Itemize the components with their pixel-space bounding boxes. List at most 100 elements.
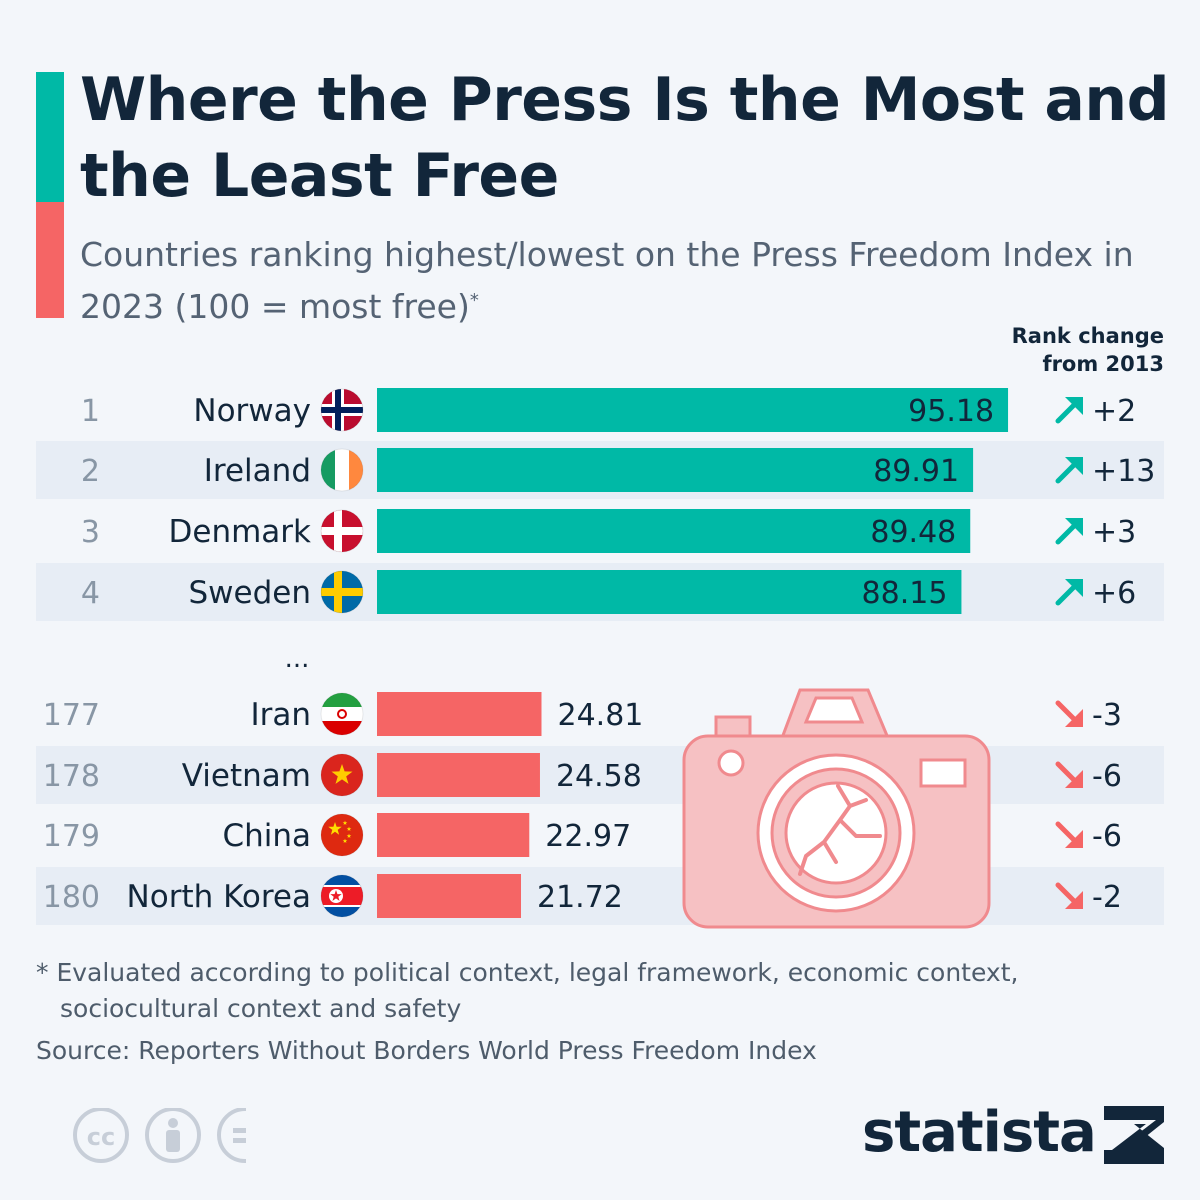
flag-star <box>331 764 353 784</box>
flag-star <box>328 822 342 835</box>
arrow-down-right-icon <box>1055 882 1083 909</box>
arrow-head <box>1065 457 1083 475</box>
flag-outline <box>320 753 364 797</box>
accent-bar-bottom <box>36 202 64 318</box>
flag-field <box>321 814 363 856</box>
arrow-head <box>1065 518 1083 536</box>
rank-label: 4 <box>81 576 100 611</box>
flag-stripe <box>321 693 363 707</box>
flag-stripe <box>321 707 363 721</box>
flag-stripe <box>321 449 335 491</box>
statista-logo-text[interactable]: statista <box>862 1100 1097 1165</box>
rank-change-label: +13 <box>1092 454 1155 489</box>
country-label: Vietnam <box>182 758 311 794</box>
chart-title: Where the Press Is the Most and the Leas… <box>80 65 1170 211</box>
svg-text:cc: cc <box>87 1123 115 1151</box>
flag-ireland-icon <box>321 449 363 491</box>
country-label: Denmark <box>169 514 312 550</box>
flag-star-small <box>342 838 348 843</box>
rank-label: 2 <box>81 454 100 489</box>
flag-outline <box>320 509 364 553</box>
flag-outline <box>320 692 364 736</box>
rank-label: 1 <box>81 394 100 429</box>
arrow-up-right-icon <box>1055 457 1083 484</box>
chart-row: 179 China 22.97 -6 <box>43 813 1122 857</box>
arrow-head <box>1065 579 1083 597</box>
flag-norway-icon <box>321 389 363 431</box>
arrow-head <box>1065 397 1083 415</box>
bar <box>377 692 542 736</box>
rank-change-label: +2 <box>1092 394 1136 429</box>
arrow-head <box>1065 891 1083 909</box>
flag-stripe <box>321 721 363 735</box>
accent-bar-top <box>36 72 64 202</box>
arrow-head <box>1065 770 1083 788</box>
creative-commons-icon[interactable]: cc <box>73 1108 129 1163</box>
bar <box>377 509 971 553</box>
rank-change-header: Rank change from 2013 <box>944 322 1164 378</box>
flag-cross-inner-h <box>321 407 363 413</box>
rank-label: 178 <box>43 759 100 794</box>
value-label: 24.58 <box>556 759 642 794</box>
value-label: 24.81 <box>557 698 643 733</box>
arrow-up-right-icon <box>1055 579 1083 606</box>
camera-button <box>717 749 745 777</box>
flag-outline <box>320 874 364 918</box>
bar <box>377 448 974 492</box>
bar <box>377 570 962 614</box>
flag-cross-v <box>334 571 342 613</box>
attribution-icon[interactable] <box>145 1108 201 1163</box>
flag-star <box>330 890 342 901</box>
camera-lens-glass <box>784 781 888 885</box>
no-derivatives-icon[interactable] <box>217 1108 246 1163</box>
camera-icon <box>682 688 991 929</box>
country-label: China <box>222 818 311 854</box>
flag-outline <box>320 388 364 432</box>
statista-logo-icon[interactable] <box>1104 1106 1164 1164</box>
bar <box>377 753 540 797</box>
country-label: North Korea <box>127 879 311 915</box>
rank-label: 3 <box>81 515 100 550</box>
flag-iran-icon <box>321 693 363 735</box>
flag-cross-v <box>334 510 342 552</box>
flag-outline <box>320 813 364 857</box>
arrow-up-right-icon <box>1055 518 1083 545</box>
value-label: 95.18 <box>908 394 994 429</box>
flag-emblem <box>337 709 347 719</box>
chart-row: 3 Denmark 89.48 +3 <box>81 509 1136 553</box>
flag-vietnam-icon <box>321 754 363 796</box>
camera-lens-crack <box>798 784 882 876</box>
bar <box>377 874 522 918</box>
arrow-head <box>1065 830 1083 848</box>
license-icons[interactable]: cc <box>36 1108 246 1164</box>
bar <box>377 813 530 857</box>
country-label: Iran <box>250 697 311 733</box>
arrow-down-right-icon <box>1055 821 1083 848</box>
flag-sweden-icon <box>321 571 363 613</box>
flag-outline <box>320 570 364 614</box>
rank-change-header-line2: from 2013 <box>1042 352 1164 376</box>
chart-row: 180 North Korea 21.72 -2 <box>43 874 1122 918</box>
bar <box>377 388 1009 432</box>
value-label: 89.91 <box>873 454 959 489</box>
flag-cross-inner-v <box>335 389 341 431</box>
rank-label: 180 <box>43 880 100 915</box>
flag-outline <box>320 448 364 492</box>
chart-row: 4 Sweden 88.15 +6 <box>81 570 1136 614</box>
flag-stripe <box>349 449 363 491</box>
flag-star-small <box>346 826 352 831</box>
arrow-down-right-icon <box>1055 761 1083 788</box>
footnote-line1: * Evaluated according to political conte… <box>36 958 1019 987</box>
value-label: 89.48 <box>870 515 956 550</box>
rank-change-label: -3 <box>1092 698 1122 733</box>
arrow-down-right-icon <box>1055 700 1083 727</box>
rank-change-label: +6 <box>1092 576 1136 611</box>
chart-row: 177 Iran 24.81 -3 <box>43 692 1122 736</box>
flag-star-small <box>346 833 352 838</box>
rank-label: 179 <box>43 819 100 854</box>
camera-window <box>919 758 967 788</box>
flag-china-icon <box>321 814 363 856</box>
camera-viewfinder <box>803 696 865 724</box>
arrow-head <box>1065 709 1083 727</box>
arrow-up-right-icon <box>1055 397 1083 424</box>
